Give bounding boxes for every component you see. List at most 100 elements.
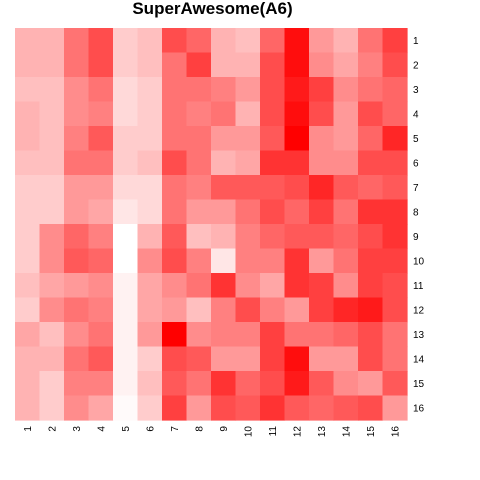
heatmap-cell xyxy=(15,273,41,299)
heatmap-cell xyxy=(284,371,310,397)
heatmap-cell xyxy=(284,101,310,127)
heatmap-cell xyxy=(64,371,90,397)
heatmap-cell xyxy=(137,346,163,372)
heatmap-cell xyxy=(15,322,41,348)
heatmap-cell xyxy=(137,126,163,152)
heatmap-cell xyxy=(162,395,188,421)
heatmap-cell xyxy=(88,175,114,201)
heatmap-cell xyxy=(211,322,237,348)
row-tick-label: 12 xyxy=(413,305,425,316)
heatmap-cell xyxy=(333,150,359,176)
heatmap-cell xyxy=(235,248,261,274)
heatmap-cell xyxy=(186,126,212,152)
heatmap-cell xyxy=(260,273,286,299)
heatmap-cell xyxy=(235,346,261,372)
heatmap-cell xyxy=(284,273,310,299)
heatmap-cell xyxy=(88,28,114,54)
column-tick-label: 2 xyxy=(47,426,58,432)
heatmap-cell xyxy=(15,346,41,372)
column-tick-label: 1 xyxy=(23,426,34,432)
column-tick-label: 7 xyxy=(170,426,181,432)
row-tick-label: 13 xyxy=(413,330,425,341)
heatmap-cell xyxy=(113,371,139,397)
heatmap-cell xyxy=(39,346,65,372)
row-tick-label: 11 xyxy=(413,281,424,292)
heatmap-cell xyxy=(162,126,188,152)
heatmap-cell xyxy=(88,273,114,299)
heatmap-cell xyxy=(211,199,237,225)
heatmap-cell xyxy=(186,297,212,323)
heatmap-cell xyxy=(235,77,261,103)
heatmap-cell xyxy=(333,175,359,201)
column-tick-label: 12 xyxy=(292,426,303,438)
heatmap-cell xyxy=(15,224,41,250)
heatmap-cell xyxy=(64,175,90,201)
heatmap-cell xyxy=(15,150,41,176)
heatmap-cell xyxy=(309,175,335,201)
row-tick-label: 14 xyxy=(413,354,425,365)
heatmap-cell xyxy=(15,371,41,397)
heatmap-cell xyxy=(15,248,41,274)
heatmap-cell xyxy=(333,322,359,348)
heatmap-cell xyxy=(39,297,65,323)
heatmap-cell xyxy=(137,371,163,397)
column-tick-label: 4 xyxy=(96,426,107,432)
heatmap-cell xyxy=(64,28,90,54)
heatmap-cell xyxy=(382,248,408,274)
heatmap-cell xyxy=(309,126,335,152)
heatmap-cell xyxy=(358,199,384,225)
heatmap-cell xyxy=(211,126,237,152)
heatmap-cell xyxy=(186,101,212,127)
heatmap-cell xyxy=(88,199,114,225)
column-tick-label: 10 xyxy=(243,426,254,438)
heatmap-cell xyxy=(186,273,212,299)
heatmap-cell xyxy=(113,175,139,201)
heatmap-cell xyxy=(358,273,384,299)
heatmap-cell xyxy=(333,395,359,421)
heatmap-cell xyxy=(235,150,261,176)
row-tick-label: 2 xyxy=(413,60,419,71)
heatmap-cell xyxy=(284,346,310,372)
heatmap-cell xyxy=(382,101,408,127)
heatmap-cell xyxy=(358,346,384,372)
heatmap-cell xyxy=(162,248,188,274)
heatmap-cell xyxy=(309,322,335,348)
heatmap-cell xyxy=(113,248,139,274)
heatmap-cell xyxy=(162,273,188,299)
heatmap-cell xyxy=(235,28,261,54)
heatmap-cell xyxy=(260,224,286,250)
row-tick-label: 5 xyxy=(413,134,419,145)
heatmap-cell xyxy=(309,346,335,372)
heatmap-cell xyxy=(211,150,237,176)
heatmap-cell xyxy=(358,126,384,152)
heatmap-cell xyxy=(137,322,163,348)
heatmap-cell xyxy=(260,28,286,54)
heatmap-cell xyxy=(88,52,114,78)
heatmap-cell xyxy=(137,101,163,127)
heatmap-cell xyxy=(186,28,212,54)
heatmap-cell xyxy=(137,77,163,103)
heatmap-cell xyxy=(186,346,212,372)
heatmap-cell xyxy=(235,297,261,323)
heatmap-cell xyxy=(333,199,359,225)
heatmap-cell xyxy=(260,248,286,274)
heatmap-cell xyxy=(162,77,188,103)
heatmap-cell xyxy=(162,297,188,323)
heatmap-cell xyxy=(211,224,237,250)
heatmap-cell xyxy=(88,297,114,323)
row-tick-label: 1 xyxy=(413,36,419,47)
heatmap-cell xyxy=(382,395,408,421)
heatmap-cell xyxy=(113,199,139,225)
column-tick-label: 6 xyxy=(145,426,156,432)
heatmap-cell xyxy=(137,52,163,78)
heatmap-cell xyxy=(39,371,65,397)
heatmap-cell xyxy=(235,52,261,78)
heatmap-cell xyxy=(39,28,65,54)
heatmap-cell xyxy=(113,77,139,103)
heatmap-cell xyxy=(333,346,359,372)
heatmap-cell xyxy=(211,346,237,372)
column-tick-label: 3 xyxy=(72,426,83,432)
heatmap-cell xyxy=(309,101,335,127)
